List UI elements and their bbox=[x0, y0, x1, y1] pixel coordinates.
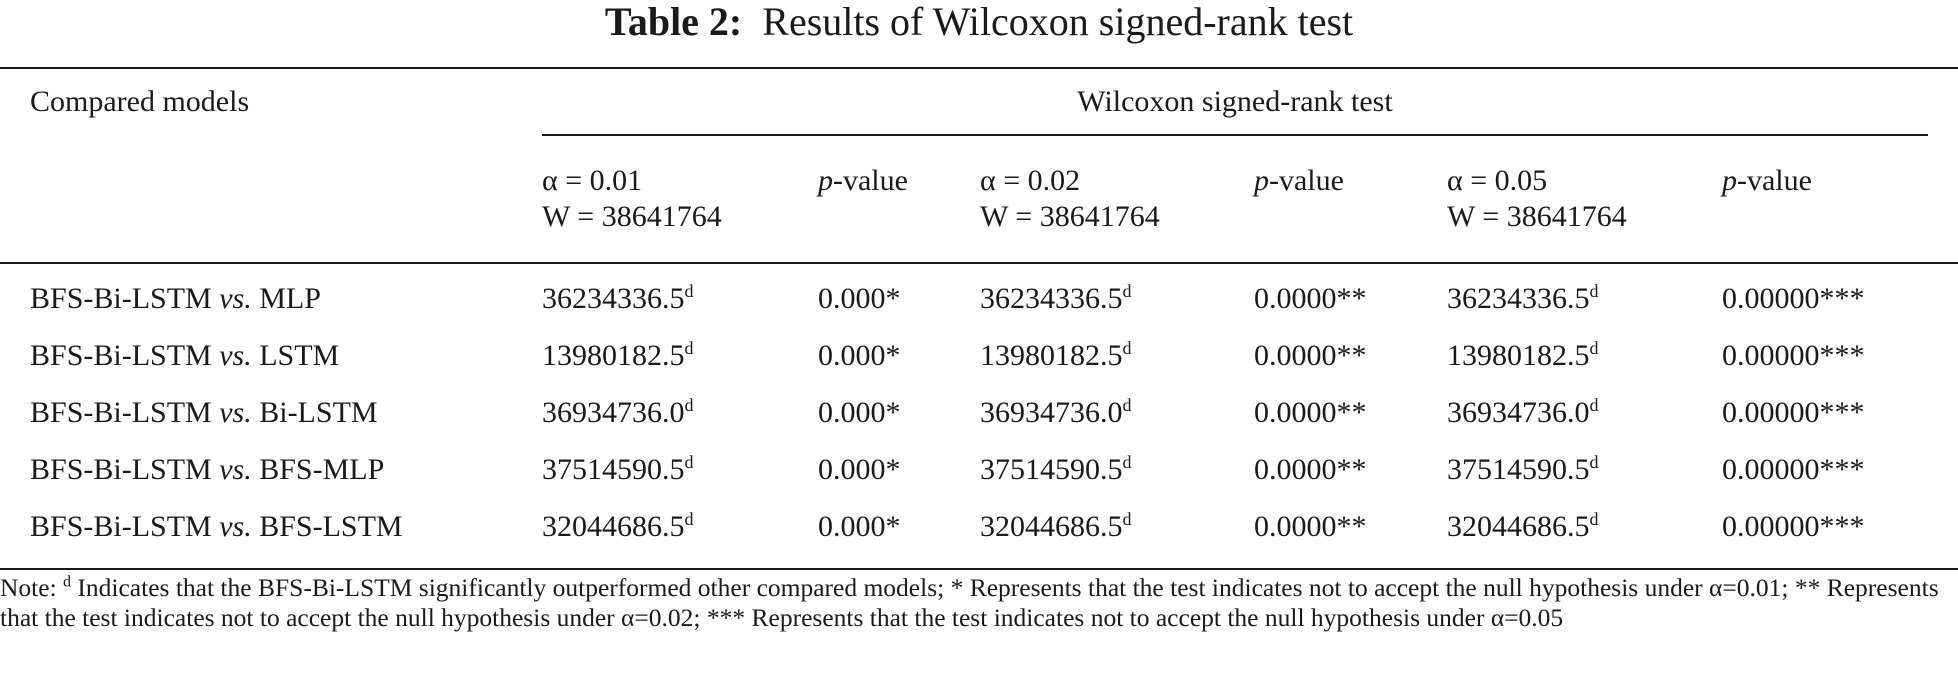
row-4-w2: 37514590.5d bbox=[980, 452, 1132, 486]
pvalue-2-suffix: -value bbox=[1269, 164, 1344, 197]
header-alpha-1: α = 0.01 W = 38641764 bbox=[542, 163, 722, 235]
header-rule bbox=[0, 262, 1958, 264]
row-5-w1: 32044686.5d bbox=[542, 509, 694, 543]
header-group-wilcoxon: Wilcoxon signed-rank test bbox=[1077, 85, 1393, 118]
table-title-text: Results of Wilcoxon signed-rank test bbox=[762, 0, 1354, 44]
row-3-w1: 36934736.0d bbox=[542, 395, 694, 429]
alpha-3-w: W = 38641764 bbox=[1447, 200, 1627, 233]
alpha-3-value: α = 0.05 bbox=[1447, 164, 1548, 197]
row-1-w3: 36234336.5d bbox=[1447, 281, 1599, 315]
pvalue-1-p: p bbox=[818, 164, 833, 197]
alpha-2-value: α = 0.02 bbox=[980, 164, 1081, 197]
table-note: Note: d Indicates that the BFS-Bi-LSTM s… bbox=[0, 573, 1958, 633]
row-3-p2: 0.0000** bbox=[1254, 396, 1367, 429]
alpha-1-w: W = 38641764 bbox=[542, 200, 722, 233]
table-title-label: Table 2: bbox=[604, 0, 743, 44]
note-superscript: d bbox=[63, 573, 72, 591]
row-2-w2: 13980182.5d bbox=[980, 338, 1132, 372]
row-4-p3: 0.00000*** bbox=[1722, 453, 1865, 486]
row-4-p2: 0.0000** bbox=[1254, 453, 1367, 486]
top-rule bbox=[0, 67, 1958, 69]
row-1-model: BFS-Bi-LSTM vs. MLP bbox=[30, 282, 321, 315]
row-4-w1: 37514590.5d bbox=[542, 452, 694, 486]
row-5-p2: 0.0000** bbox=[1254, 510, 1367, 543]
header-alpha-2: α = 0.02 W = 38641764 bbox=[980, 163, 1160, 235]
row-2-p3: 0.00000*** bbox=[1722, 339, 1865, 372]
bottom-rule bbox=[0, 568, 1958, 570]
table-title: Table 2: Results of Wilcoxon signed-rank… bbox=[0, 0, 1958, 44]
row-5-w3: 32044686.5d bbox=[1447, 509, 1599, 543]
row-4-w3: 37514590.5d bbox=[1447, 452, 1599, 486]
row-3-model: BFS-Bi-LSTM vs. Bi-LSTM bbox=[30, 396, 378, 429]
header-pvalue-2: p-value bbox=[1254, 163, 1344, 199]
row-1-w2: 36234336.5d bbox=[980, 281, 1132, 315]
pvalue-3-p: p bbox=[1722, 164, 1737, 197]
pvalue-2-p: p bbox=[1254, 164, 1269, 197]
row-2-w1: 13980182.5d bbox=[542, 338, 694, 372]
row-5-p3: 0.00000*** bbox=[1722, 510, 1865, 543]
row-3-w3: 36934736.0d bbox=[1447, 395, 1599, 429]
row-2-p1: 0.000* bbox=[818, 339, 901, 372]
row-1-p2: 0.0000** bbox=[1254, 282, 1367, 315]
row-5-model: BFS-Bi-LSTM vs. BFS-LSTM bbox=[30, 510, 403, 543]
note-prefix: Note: bbox=[0, 573, 64, 602]
row-2-p2: 0.0000** bbox=[1254, 339, 1367, 372]
row-2-model: BFS-Bi-LSTM vs. LSTM bbox=[30, 339, 340, 372]
group-rule bbox=[542, 134, 1928, 136]
pvalue-1-suffix: -value bbox=[833, 164, 908, 197]
header-pvalue-1: p-value bbox=[818, 163, 908, 199]
pvalue-3-suffix: -value bbox=[1737, 164, 1812, 197]
row-2-w3: 13980182.5d bbox=[1447, 338, 1599, 372]
row-1-p1: 0.000* bbox=[818, 282, 901, 315]
header-alpha-3: α = 0.05 W = 38641764 bbox=[1447, 163, 1627, 235]
row-3-p3: 0.00000*** bbox=[1722, 396, 1865, 429]
row-3-w2: 36934736.0d bbox=[980, 395, 1132, 429]
row-1-w1: 36234336.5d bbox=[542, 281, 694, 315]
alpha-2-w: W = 38641764 bbox=[980, 200, 1160, 233]
row-1-p3: 0.00000*** bbox=[1722, 282, 1865, 315]
row-4-model: BFS-Bi-LSTM vs. BFS-MLP bbox=[30, 453, 385, 486]
header-pvalue-3: p-value bbox=[1722, 163, 1812, 199]
row-4-p1: 0.000* bbox=[818, 453, 901, 486]
alpha-1-value: α = 0.01 bbox=[542, 164, 643, 197]
row-3-p1: 0.000* bbox=[818, 396, 901, 429]
row-5-w2: 32044686.5d bbox=[980, 509, 1132, 543]
row-5-p1: 0.000* bbox=[818, 510, 901, 543]
header-compared-models: Compared models bbox=[30, 85, 250, 118]
note-text: Indicates that the BFS-Bi-LSTM significa… bbox=[0, 573, 1939, 632]
